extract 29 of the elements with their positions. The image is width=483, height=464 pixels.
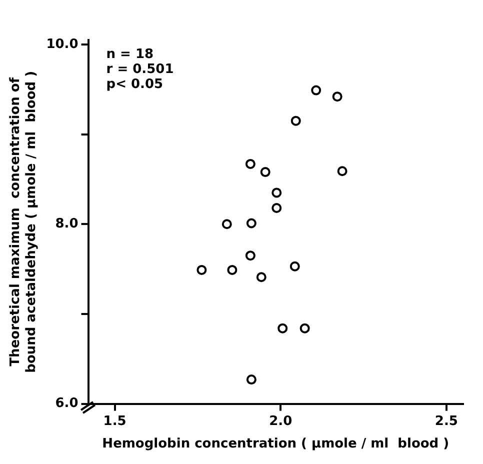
point [222,219,232,230]
point [245,158,256,169]
annotation: p< 0.05 [106,76,164,92]
x-tick-label: 2.0 [269,414,292,429]
point [311,85,322,96]
point [300,323,310,334]
point [227,264,238,275]
point [337,166,348,176]
point [246,374,256,385]
y-axis-title: Theoretical maximum concentration of bound acetaldehyde ( µmole / ml blood ) [8,70,39,373]
annotation: n = 18 [106,46,154,62]
point [290,116,301,126]
y-tick-label: 8.0 [55,216,78,232]
point [272,202,282,213]
point [260,167,270,178]
y-tick-label: 6.0 [55,396,78,412]
point [245,250,256,261]
point [278,323,288,334]
point [256,272,266,282]
point [290,261,300,272]
y-tick-label: 10.0 [46,36,78,52]
point [332,92,342,102]
point [196,264,207,275]
point [246,218,256,228]
x-tick-label: 2.5 [434,414,458,429]
point [272,188,282,198]
x-tick-label: 1.5 [103,414,126,429]
x-axis-title: Hemoglobin concentration ( µmole / ml blood ) [102,436,450,452]
annotation: r = 0.501 [106,62,174,77]
